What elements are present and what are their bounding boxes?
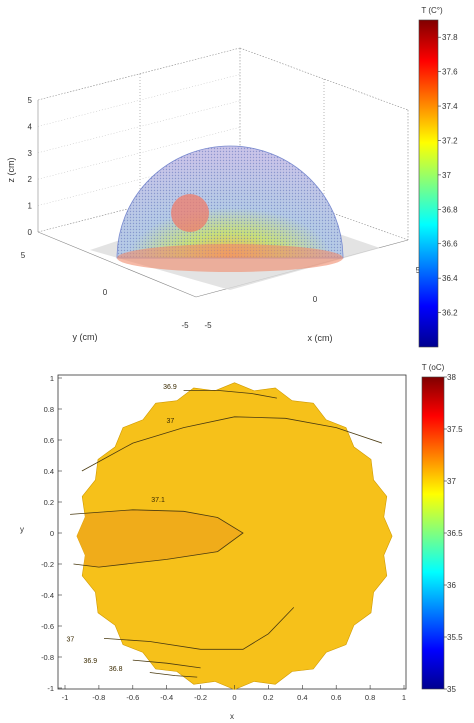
y-tick-label: -1 [47, 684, 54, 693]
y-tick-label: 0.8 [44, 405, 54, 414]
colorbar-top-bar [418, 19, 439, 348]
y-tick-label: -5 [181, 321, 189, 330]
z-tick-label: 3 [28, 149, 33, 158]
contour-line [103, 607, 295, 650]
z-tick-label: 5 [28, 96, 33, 105]
colorbar-top: T (C°) 37.8 37.6 37.4 37.2 37 36.8 36.6 36.4 36.… [418, 6, 458, 348]
x-tick-label: -0.8 [92, 693, 105, 702]
x-axis-ticks: -1 -0.8 -0.6 -0.4 -0.2 0 0.2 0.4 0.6 0.8 1 [62, 685, 406, 702]
contour-label: 37 [67, 637, 75, 644]
contour-line [149, 672, 198, 678]
colorbar-tick-label: 37.8 [442, 33, 458, 42]
colorbar-tick-label: 36 [447, 581, 456, 590]
z-tick-label: 1 [28, 202, 33, 211]
colorbar-tick-label: 37.6 [442, 68, 458, 77]
y-tick-label: 0.4 [44, 467, 54, 476]
contour-labels: 36.9 37 37.1 37 36.9 36.8 [67, 384, 177, 673]
x-tick-label: -0.2 [194, 693, 207, 702]
z-tick-label: 4 [28, 122, 33, 131]
contour-line [81, 416, 383, 472]
z-grid-line [37, 47, 241, 101]
contour-line [132, 659, 201, 669]
tumor-sphere [171, 194, 209, 232]
x-tick-label: 0.4 [297, 693, 307, 702]
contour-label: 36.9 [83, 658, 97, 665]
hemisphere-mesh [117, 146, 343, 258]
colorbar-bottom-ticks: 38 37.5 37 36.5 36 35.5 35 [444, 373, 463, 694]
contour-label: 37.1 [151, 497, 165, 504]
contour-y-label: y [20, 525, 24, 534]
contour-label: 36.8 [109, 666, 123, 673]
z-tick-label: 2 [28, 175, 33, 184]
x-axis-label: x (cm) [308, 333, 333, 343]
contour-line [183, 390, 277, 399]
colorbar-bottom-label: T (oC) [422, 363, 445, 372]
y-tick-label: -0.2 [41, 560, 54, 569]
x-tick-label: 0.8 [365, 693, 375, 702]
contour-line [70, 509, 244, 568]
colorbar-tick-label: 36.2 [442, 309, 458, 318]
y-tick-label: 0 [50, 529, 54, 538]
colorbar-tick-label: 37.2 [442, 136, 458, 145]
colorbar-tick-label: 36.8 [442, 205, 458, 214]
colorbar-tick-label: 36.5 [447, 529, 463, 538]
x-tick-label: 0.2 [263, 693, 273, 702]
x-tick-label: -0.4 [160, 693, 173, 702]
colorbar-bottom-bar [421, 376, 445, 690]
y-tick-label: -0.8 [41, 653, 54, 662]
x-tick-label: 0 [232, 693, 236, 702]
y-tick-label: 0.2 [44, 498, 54, 507]
x-tick-label: -1 [62, 693, 69, 702]
y-tick-label: -0.6 [41, 622, 54, 631]
x-axis-line [37, 231, 197, 298]
y-tick-label: -0.4 [41, 591, 54, 600]
colorbar-tick-label: 35.5 [447, 633, 463, 642]
y-tick-label: 1 [50, 374, 54, 383]
y-tick-label: 5 [21, 251, 26, 260]
z-grid-line [37, 100, 241, 153]
contour-x-label: x [230, 712, 234, 721]
z-grid-line [37, 74, 241, 127]
colorbar-tick-label: 36.6 [442, 240, 458, 249]
hemisphere-hot-band [117, 244, 343, 272]
contour-label: 36.9 [163, 384, 177, 391]
colorbar-tick-label: 38 [447, 373, 456, 382]
x-tick-label: 5 [416, 266, 421, 275]
z-tick-label: 0 [28, 228, 33, 237]
y-axis-label: y (cm) [73, 332, 98, 342]
x-tick-label: -0.6 [126, 693, 139, 702]
colorbar-tick-label: 37.5 [447, 425, 463, 434]
y-axis-ticks: 1 0.8 0.6 0.4 0.2 0 -0.2 -0.4 -0.6 -0.8 -1 [41, 374, 62, 693]
colorbar-tick-label: 36.4 [442, 274, 458, 283]
contour-plot: 36.9 37 37.1 37 36.9 36.8 -1 -0.8 -0.6 -0.4 -0.2 0… [20, 363, 463, 721]
colorbar-tick-label: 37 [447, 477, 456, 486]
colorbar-bottom: T (oC) 38 37.5 37 36.5 36 35.5 35 [421, 363, 463, 694]
z-axis-label: z (cm) [6, 158, 16, 183]
colorbar-top-label: T (C°) [421, 6, 443, 15]
x-tick-label: 1 [402, 693, 406, 702]
x-tick-label: -5 [204, 321, 212, 330]
colorbar-tick-label: 37.4 [442, 102, 458, 111]
y-tick-label: 0 [103, 288, 108, 297]
contour-label: 37 [167, 418, 175, 425]
colorbar-tick-label: 37 [442, 171, 451, 180]
colorbar-top-ticks: 37.8 37.6 37.4 37.2 37 36.8 36.6 36.4 36.2 [438, 33, 458, 318]
x-tick-label: 0 [313, 295, 318, 304]
contour-hot-region [76, 509, 243, 568]
colorbar-tick-label: 35 [447, 685, 456, 694]
y-tick-label: 0.6 [44, 436, 54, 445]
contour-lines [70, 390, 383, 678]
x-tick-label: 0.6 [331, 693, 341, 702]
